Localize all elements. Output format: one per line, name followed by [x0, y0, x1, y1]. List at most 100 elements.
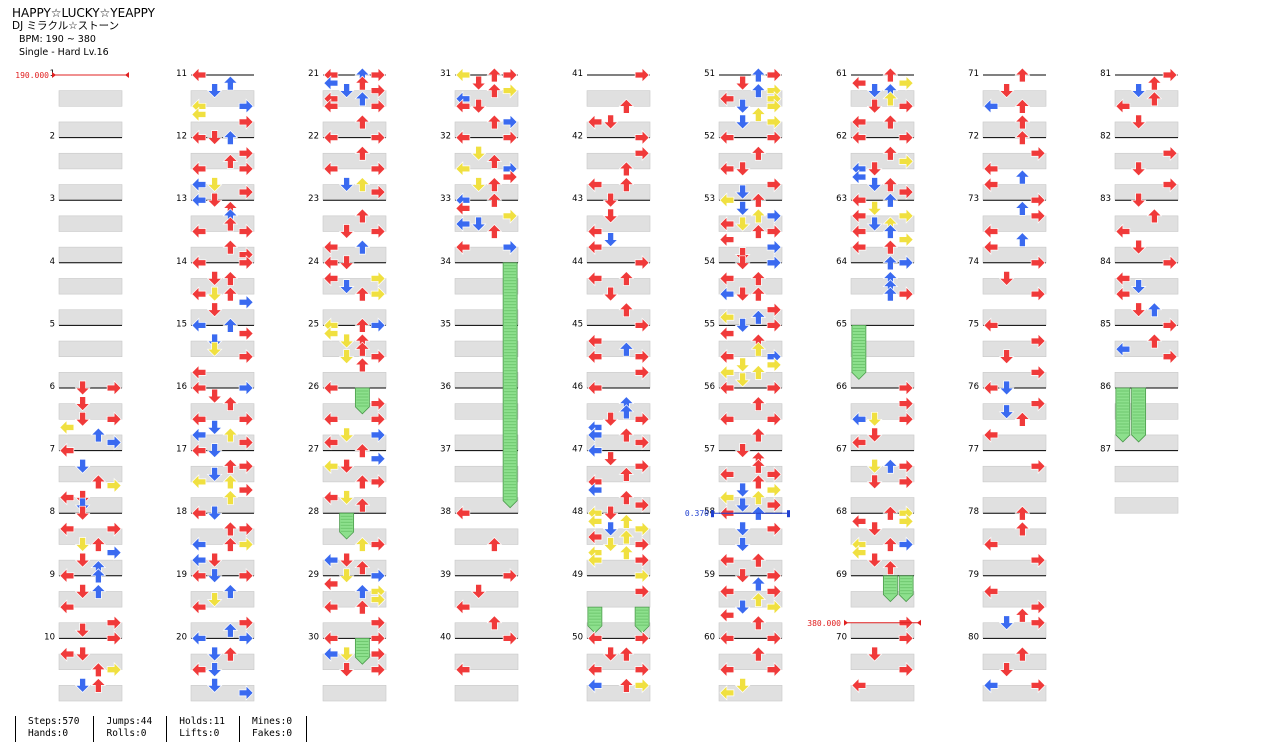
measure-number: 65	[836, 319, 847, 329]
note-arrow	[734, 568, 751, 584]
note-arrow	[882, 67, 899, 83]
stat-fakes: Fakes:0	[252, 728, 293, 739]
beat-band	[454, 152, 519, 170]
note-arrow	[618, 177, 635, 192]
note-arrow	[191, 536, 207, 553]
beat-band	[982, 591, 1047, 608]
note-arrow	[59, 489, 75, 506]
beat-band	[58, 653, 123, 670]
beat-band	[982, 215, 1047, 232]
measure-number: 48	[572, 507, 583, 517]
note-arrow	[602, 192, 619, 208]
note-arrow	[734, 255, 751, 271]
measure-number: 75	[968, 319, 979, 329]
note-arrow	[206, 177, 223, 193]
note-arrow	[634, 129, 650, 146]
note-arrow	[898, 286, 914, 302]
note-arrow	[1030, 333, 1046, 349]
note-arrow	[106, 477, 122, 494]
note-arrow	[766, 239, 782, 255]
note-arrow	[766, 466, 782, 483]
beat-band	[850, 591, 915, 608]
note-arrow	[191, 552, 207, 568]
beat-band	[58, 685, 123, 702]
note-arrow	[983, 427, 999, 443]
note-arrow	[882, 560, 899, 576]
note-arrow	[734, 537, 751, 552]
note-arrow	[719, 270, 735, 287]
beat-band	[58, 528, 123, 545]
note-arrow	[191, 223, 207, 240]
note-arrow	[1014, 505, 1031, 521]
notes	[59, 67, 1178, 701]
beat-band	[454, 278, 519, 295]
measure-number: 44	[572, 257, 583, 267]
note-arrow	[734, 497, 751, 513]
note-arrow	[734, 599, 751, 615]
note-arrow	[866, 161, 883, 177]
note-arrow	[90, 537, 107, 552]
note-arrow	[766, 223, 782, 240]
beat-band	[982, 90, 1047, 107]
note-arrow	[851, 411, 867, 428]
note-arrow	[866, 216, 883, 232]
note-arrow	[354, 497, 371, 513]
beat-band	[58, 591, 123, 608]
beat-band	[190, 215, 255, 232]
note-arrow	[1130, 83, 1147, 99]
beat-band	[586, 465, 651, 483]
note-arrow	[587, 630, 603, 647]
note-arrow	[323, 380, 339, 396]
measure-number: 47	[572, 445, 583, 455]
hold-note	[634, 606, 650, 634]
note-arrow	[618, 270, 635, 286]
note-arrow	[618, 545, 635, 560]
measure-number: 6	[50, 382, 55, 392]
note-arrow	[587, 513, 603, 530]
stat-rolls: Rolls:0	[106, 728, 147, 739]
note-arrow	[882, 286, 899, 302]
note-arrow	[206, 662, 223, 678]
note-arrow	[898, 129, 914, 146]
song-artist: DJ ミラクル☆ストーン	[12, 20, 120, 32]
beat-band	[58, 121, 123, 138]
note-arrow	[354, 145, 371, 161]
note-arrow	[587, 482, 603, 498]
note-arrow	[1030, 254, 1046, 271]
beat-band	[58, 465, 123, 483]
note-arrow	[750, 309, 767, 325]
note-arrow	[486, 114, 503, 130]
beat-band	[190, 685, 255, 702]
measure-number: 78	[968, 507, 979, 517]
note-arrow	[502, 114, 518, 130]
note-arrow	[866, 552, 883, 568]
note-arrow	[486, 67, 503, 83]
note-arrow	[1130, 192, 1147, 208]
beat-band	[454, 465, 519, 483]
beat-band	[586, 215, 651, 232]
note-arrow	[1014, 169, 1031, 185]
beat-band	[718, 90, 783, 107]
note-arrow	[470, 177, 487, 193]
beat-band	[58, 184, 123, 201]
note-arrow	[634, 317, 650, 334]
note-arrow	[851, 544, 867, 561]
note-arrow	[206, 592, 223, 608]
beat-band	[190, 403, 255, 420]
note-arrow	[191, 411, 207, 428]
note-arrow	[719, 552, 735, 568]
measure-number: 21	[308, 69, 319, 79]
note-arrow	[766, 521, 782, 537]
note-arrow	[238, 630, 254, 647]
note-arrow	[370, 427, 386, 443]
note-arrow	[74, 497, 91, 513]
note-arrow	[370, 450, 386, 467]
note-arrow	[206, 341, 223, 357]
note-arrow	[222, 474, 239, 490]
stat-mines: Mines:0	[252, 716, 293, 727]
note-arrow	[1115, 223, 1131, 240]
note-arrow	[222, 583, 239, 599]
note-arrow	[370, 286, 386, 302]
note-arrow	[238, 521, 254, 537]
note-arrow	[1014, 98, 1031, 114]
